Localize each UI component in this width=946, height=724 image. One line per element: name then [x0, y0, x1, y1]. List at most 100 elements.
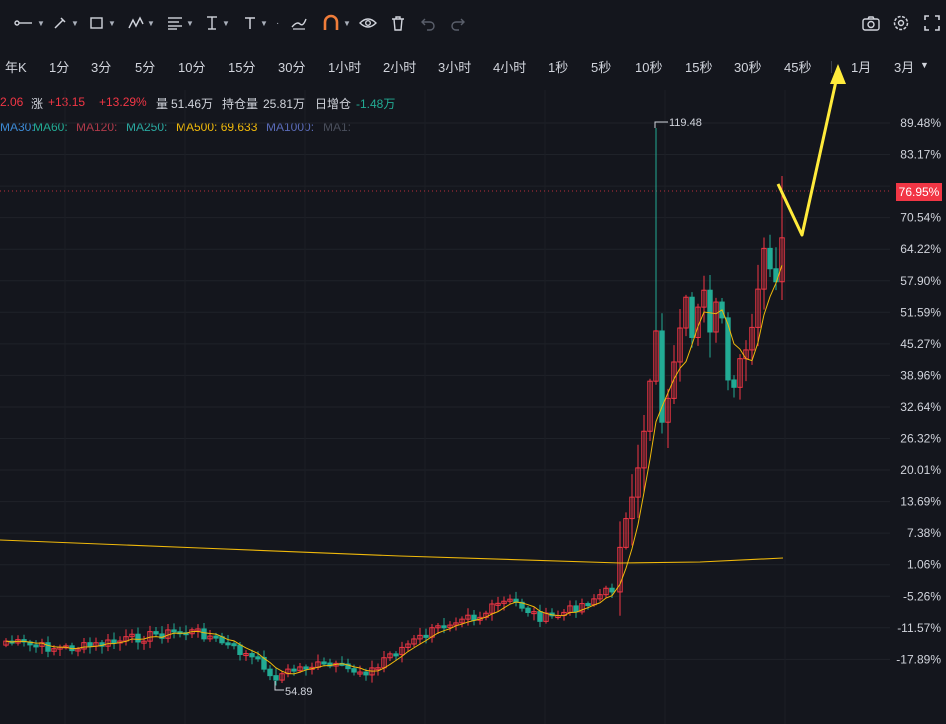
arrow-head-icon — [830, 64, 846, 84]
candle-body — [363, 671, 369, 676]
y-tick-label: 20.01% — [900, 463, 941, 477]
brush-tool[interactable] — [290, 13, 308, 33]
drawing-toolbar: ▼ ▼ ▼ ▼ ▼ ▼ ▼ · ▼ — [0, 0, 946, 46]
settings-button[interactable] — [892, 13, 910, 33]
more-tools[interactable]: · — [276, 13, 279, 33]
candle-body — [207, 635, 213, 640]
low-annotation: 54.89 — [285, 686, 313, 698]
candle-body — [671, 361, 677, 399]
undo-button[interactable] — [420, 13, 436, 33]
candle-body — [641, 430, 647, 469]
tf-30m[interactable]: 30分 — [278, 60, 306, 75]
fullscreen-icon — [924, 15, 940, 31]
tf-1m[interactable]: 1分 — [49, 60, 70, 75]
y-tick-label: 83.17% — [900, 148, 941, 162]
fullscreen-button[interactable] — [924, 13, 940, 33]
candle-body — [405, 643, 411, 648]
redo-button[interactable] — [450, 13, 466, 33]
candle-body — [243, 653, 249, 657]
candle-body — [453, 622, 459, 626]
eye-tool[interactable] — [359, 13, 377, 33]
candle-body — [609, 587, 615, 593]
tf-10m[interactable]: 10分 — [178, 60, 206, 75]
y-tick-label: 51.59% — [900, 305, 941, 319]
tf-1mo[interactable]: 1月 — [851, 60, 872, 75]
screenshot-button[interactable] — [862, 13, 880, 33]
pen-tool[interactable]: ▼ — [52, 13, 79, 33]
candle-body — [303, 666, 309, 670]
chart-grid — [0, 90, 890, 724]
magnet-tool[interactable]: ▼ — [322, 13, 351, 33]
candle-body — [623, 518, 629, 548]
y-tick-label: 32.64% — [900, 400, 941, 414]
trash-tool[interactable] — [390, 13, 406, 33]
tf-3m[interactable]: 3分 — [91, 60, 112, 75]
candle-body — [707, 289, 713, 333]
fib-tool[interactable]: ▼ — [167, 13, 194, 33]
candle-body — [701, 289, 707, 308]
tf-1h[interactable]: 1小时 — [328, 60, 362, 75]
candle-body — [731, 379, 737, 388]
y-tick-label: -11.57% — [897, 621, 941, 635]
chevron-down-icon[interactable]: ▼ — [920, 60, 929, 70]
change-value: +13.15 — [48, 95, 86, 109]
candle-body — [75, 648, 81, 652]
candle-body — [393, 653, 399, 657]
candle-body — [321, 661, 327, 665]
candle-body — [537, 611, 543, 622]
tf-5m[interactable]: 5分 — [135, 60, 156, 75]
divider — [831, 61, 832, 73]
candle-body — [603, 587, 609, 596]
candle-body — [327, 662, 333, 667]
candle-body — [171, 629, 177, 633]
magnet-icon — [323, 14, 339, 30]
tf-30s[interactable]: 30秒 — [734, 60, 762, 75]
candle-body — [585, 603, 591, 607]
candle-body — [387, 653, 393, 659]
candle-body — [573, 605, 579, 613]
measure-tool[interactable]: ▼ — [205, 13, 230, 33]
tf-10s[interactable]: 10秒 — [635, 60, 663, 75]
trend-line-icon — [14, 20, 32, 26]
tf-year[interactable]: 年K — [5, 60, 27, 75]
candle-body — [201, 628, 207, 640]
y-tick-label: -5.26% — [903, 589, 941, 603]
trend-line-tool[interactable]: ▼ — [14, 13, 45, 33]
rectangle-icon — [90, 17, 103, 29]
y-tick-label: 1.06% — [907, 558, 941, 572]
tf-5s[interactable]: 5秒 — [591, 60, 612, 75]
current-price-tag: 76.95% — [896, 183, 942, 201]
candle-body — [351, 668, 357, 673]
tf-4h[interactable]: 4小时 — [493, 60, 527, 75]
tf-2h[interactable]: 2小时 — [383, 60, 417, 75]
candle-body — [713, 301, 719, 333]
candle-body — [87, 642, 93, 647]
tf-3h[interactable]: 3小时 — [438, 60, 472, 75]
tf-15s[interactable]: 15秒 — [685, 60, 713, 75]
chevron-down-icon: ▼ — [260, 18, 268, 28]
text-tool[interactable]: ▼ — [243, 13, 268, 33]
tf-15m[interactable]: 15分 — [228, 60, 256, 75]
change-pct: +13.29% — [99, 95, 147, 109]
candle-body — [357, 671, 363, 675]
candle-body — [755, 288, 761, 328]
candle-body — [255, 656, 261, 660]
candle-body — [261, 656, 267, 670]
candle-body — [447, 624, 453, 628]
candle-body — [659, 330, 665, 423]
candle-body — [297, 666, 303, 672]
candle-body — [423, 634, 429, 638]
tf-3mo[interactable]: 3月 — [894, 60, 915, 75]
tf-45s[interactable]: 45秒 — [784, 60, 812, 75]
candle-body — [761, 247, 767, 290]
oi-value: 25.81万 — [263, 97, 306, 111]
pattern-tool[interactable]: ▼ — [128, 13, 155, 33]
candle-body — [531, 611, 537, 615]
shape-tool[interactable]: ▼ — [89, 13, 116, 33]
candle-body — [677, 327, 683, 363]
tf-1s[interactable]: 1秒 — [548, 60, 569, 75]
candle-body — [519, 601, 525, 609]
candle-body — [417, 634, 423, 640]
candle-body — [147, 631, 153, 642]
